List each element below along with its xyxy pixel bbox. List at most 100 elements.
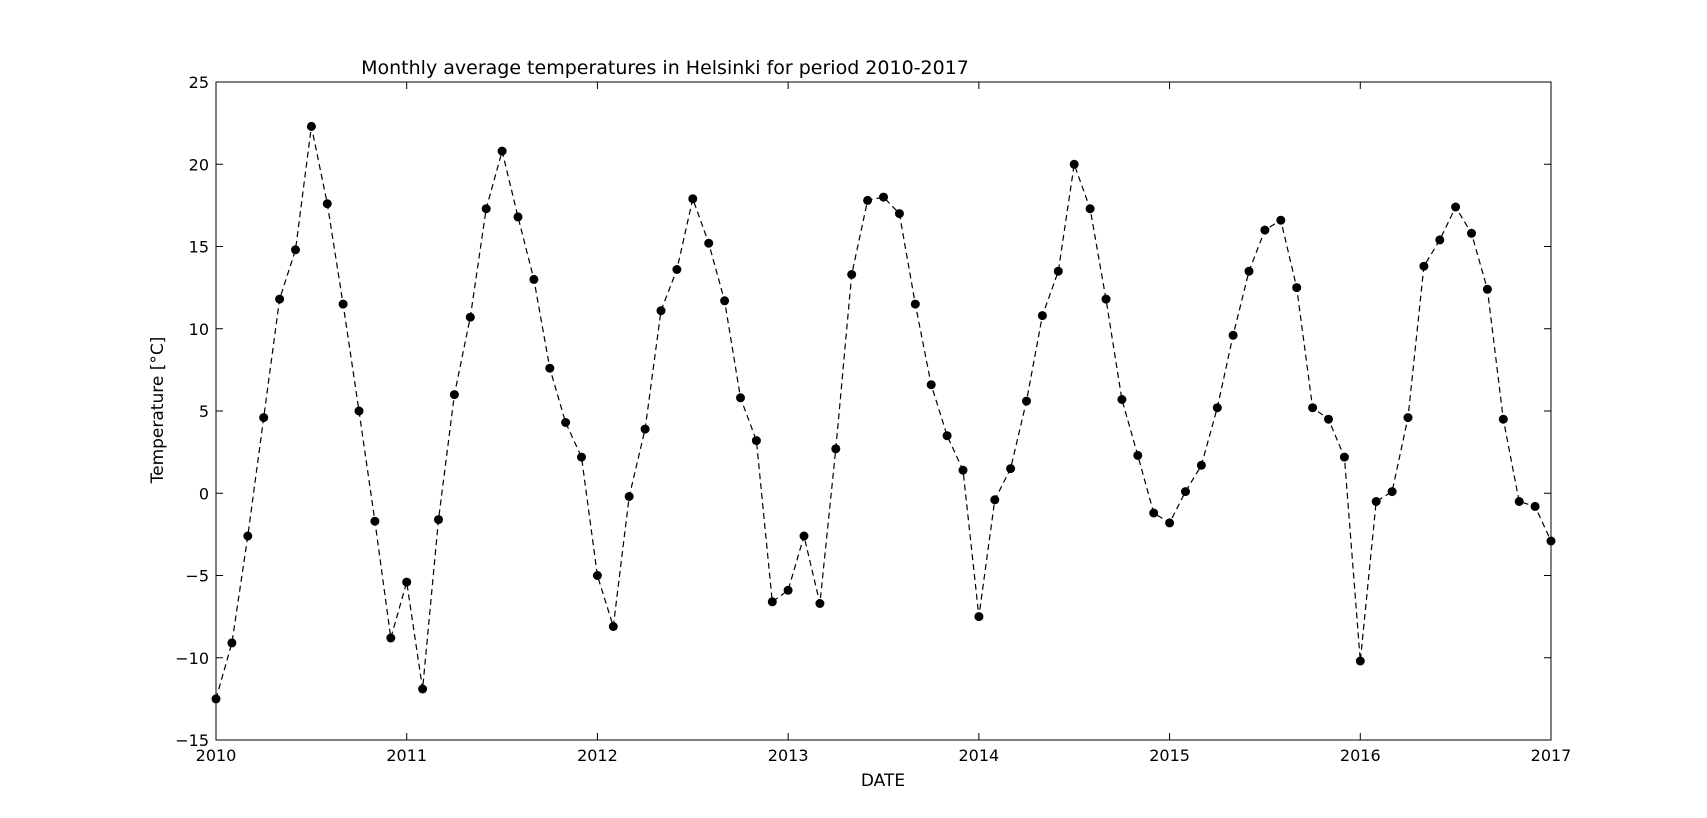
data-point	[1117, 395, 1127, 404]
data-point	[449, 390, 459, 400]
data-point	[926, 380, 936, 390]
data-point	[1498, 414, 1508, 424]
data-point	[1339, 452, 1349, 462]
data-point	[1435, 235, 1445, 245]
data-point	[275, 294, 285, 304]
data-point	[561, 418, 571, 427]
data-point	[1053, 266, 1063, 276]
data-point	[322, 199, 332, 209]
data-point	[434, 515, 443, 525]
data-point	[656, 306, 666, 316]
series-line	[215, 126, 1552, 700]
data-point	[1530, 501, 1540, 511]
data-point	[1403, 413, 1413, 423]
data-point	[720, 296, 730, 306]
y-tick-label: −10	[175, 649, 209, 668]
y-tick-label: −15	[175, 731, 209, 750]
data-point	[1196, 460, 1206, 470]
data-point	[338, 299, 348, 309]
x-axis-label: DATE	[861, 771, 905, 791]
data-point	[624, 492, 634, 501]
data-point	[513, 212, 523, 222]
data-point	[736, 393, 745, 403]
data-point	[831, 444, 841, 454]
x-tick-label: 2014	[958, 746, 999, 765]
data-point	[1212, 403, 1222, 413]
data-point	[1069, 159, 1079, 169]
plot-layer: 2010 2011 2012 2013 2014 2015 2016 2017−15−10−5…	[175, 73, 1571, 765]
data-point	[1292, 283, 1302, 293]
data-point	[370, 516, 380, 526]
data-point	[1133, 450, 1143, 460]
y-tick-label: 15	[189, 238, 209, 257]
data-point	[1467, 228, 1476, 238]
data-point	[1244, 266, 1254, 276]
y-tick-label: 25	[189, 73, 209, 92]
data-point	[1451, 202, 1461, 212]
data-point	[799, 531, 809, 541]
x-tick-label: 2010	[196, 746, 237, 765]
data-point	[1308, 403, 1318, 413]
y-tick-label: −5	[185, 567, 209, 586]
data-point	[879, 192, 888, 202]
data-point	[386, 633, 396, 643]
data-point	[688, 194, 698, 204]
data-point	[243, 531, 253, 541]
data-point	[1022, 396, 1031, 406]
data-point	[418, 684, 428, 694]
data-point	[1037, 311, 1047, 321]
x-tick-label: 2017	[1531, 746, 1572, 765]
data-point	[751, 436, 761, 446]
plot-frame	[215, 81, 1552, 741]
x-tick-label: 2013	[768, 746, 809, 765]
data-point	[545, 363, 555, 373]
data-point	[592, 571, 602, 580]
data-point	[863, 195, 873, 205]
data-point	[1387, 487, 1397, 497]
data-point	[529, 274, 539, 284]
y-tick-label: 10	[189, 320, 209, 339]
data-point	[465, 312, 475, 322]
data-point	[1149, 508, 1159, 518]
y-axis-label: Temperature [°C]	[148, 337, 168, 485]
data-point	[767, 597, 777, 607]
data-point	[1085, 204, 1095, 214]
data-point	[640, 424, 650, 434]
data-point	[974, 612, 984, 622]
y-tick-label: 5	[199, 402, 209, 421]
data-point	[1514, 497, 1524, 506]
data-point	[672, 265, 682, 274]
data-point	[1260, 225, 1270, 235]
x-tick-label: 2012	[577, 746, 618, 765]
data-point	[1006, 464, 1016, 474]
data-point	[227, 638, 237, 648]
data-point	[306, 121, 316, 131]
data-point	[942, 431, 952, 441]
data-point	[577, 452, 586, 462]
data-point	[1482, 284, 1492, 294]
data-point	[910, 299, 920, 309]
chart-title: Monthly average temperatures in Helsinki…	[361, 57, 969, 79]
data-point	[1228, 330, 1238, 340]
data-point	[354, 406, 364, 416]
data-point	[1181, 487, 1190, 497]
data-point	[259, 413, 269, 423]
data-point	[608, 622, 618, 631]
data-point	[1324, 414, 1333, 424]
data-point	[291, 245, 300, 255]
data-point	[402, 577, 412, 587]
x-tick-label: 2016	[1340, 746, 1381, 765]
data-point	[1419, 261, 1429, 271]
data-point	[894, 209, 904, 219]
data-point	[1371, 497, 1381, 506]
y-tick-label: 0	[199, 484, 209, 503]
data-point	[497, 146, 507, 156]
data-point	[958, 465, 968, 475]
data-point	[1101, 294, 1111, 304]
data-point	[704, 238, 714, 248]
x-tick-label: 2015	[1149, 746, 1190, 765]
y-tick-label: 20	[189, 155, 209, 174]
data-point	[1276, 215, 1286, 225]
data-point	[847, 270, 857, 279]
